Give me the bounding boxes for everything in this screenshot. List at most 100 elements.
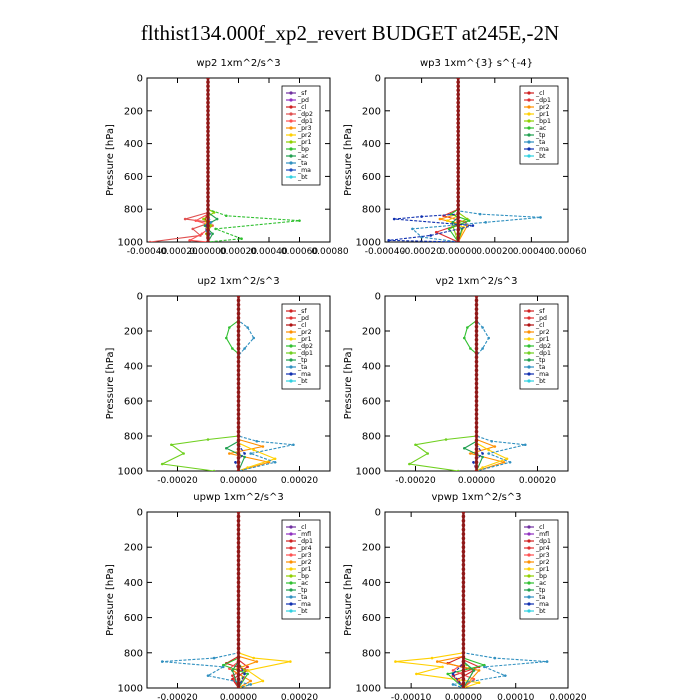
data-point-pr1 [445,219,449,222]
legend-label: _ta [297,594,308,601]
data-point-dp2 [225,336,228,340]
legend-label: _tp [297,587,308,594]
data-point-ta [484,221,487,224]
series-line-ta [411,78,541,242]
legend-marker [289,532,293,536]
series-line-dp1 [407,296,478,471]
legend-marker [527,147,531,151]
legend: _cl_dp1_pr2_pr1_bp1_ac_tp_ta_ma_bt [519,85,559,165]
data-point-ta [483,665,486,669]
legend-label: _pr2 [535,329,550,336]
legend-marker [289,98,293,102]
legend-label: _cl [297,524,306,531]
y-tick-label: 400 [362,362,381,373]
data-point-ta [292,443,295,447]
data-point-dp1 [231,677,234,681]
y-tick-label: 400 [362,578,381,589]
legend-label: _ma [535,371,549,378]
legend-label: _dp1 [297,118,313,125]
legend-marker [527,553,531,557]
series-line-ta [475,296,526,471]
legend-marker [289,372,293,376]
data-point-pr1 [246,669,249,672]
x-tick-label: -0.00020 [157,693,198,700]
data-point-pr1 [394,660,397,663]
data-point-ta [451,683,455,686]
data-point-ac [215,217,219,221]
legend-label: _ta [535,594,546,601]
x-tick-label: 0.00080 [311,247,348,257]
data-point-pr1 [212,211,216,214]
legend-marker [527,602,531,606]
data-point-ma [429,234,433,237]
legend-label: _ma [535,146,549,153]
data-point-pr2 [249,679,252,683]
data-point-dp2 [183,217,187,221]
legend-marker [289,595,293,599]
legend-label: _pr3 [535,552,550,559]
data-point-pr2 [438,217,442,221]
data-point-pr2 [502,460,506,464]
data-point-ac [246,672,249,676]
y-tick-label: 400 [124,362,143,373]
legend-label: _cl [535,322,544,329]
data-point-dp1 [206,438,210,441]
y-axis-label: Pressure [hPa] [343,564,354,636]
chart-panel-4: vp2 1xm^2/s^3 Pressure [hPa] 0 200 400 600 800… [343,276,569,486]
legend-marker [289,147,293,151]
data-point-ta [273,460,277,464]
legend-marker [527,539,531,543]
legend-label: _dp1 [535,97,551,104]
data-point-pr2 [435,660,439,663]
series-line-pr2 [229,296,270,471]
legend-marker [527,154,531,158]
legend-marker [527,330,531,334]
y-tick-label: 800 [362,205,381,216]
series-line-ma [237,512,246,688]
data-point-dp1 [188,239,191,242]
data-point-pr1 [487,448,491,452]
data-point-ma [471,224,475,227]
data-point-ac [211,232,214,236]
data-point-ta [221,665,225,669]
legend-marker [527,574,531,578]
y-tick-label: 1000 [356,467,381,478]
chart-title: vp2 1xm^2/s^3 [436,276,518,287]
legend-label: _ma [535,601,549,608]
legend-label: _ma [297,167,311,174]
legend-marker [289,365,293,369]
data-point-ma [243,672,246,676]
series-group [394,512,549,688]
data-point-pr1 [441,665,444,669]
legend-marker [527,358,531,362]
legend-marker [527,112,531,116]
x-tick-label: 0.00000 [440,247,477,257]
y-tick-label: 200 [124,106,143,117]
legend-marker [527,337,531,341]
legend-marker [289,323,293,327]
x-tick-label: 0.00000 [220,476,257,486]
data-point-bp [214,227,217,231]
data-point-ac [467,219,471,222]
data-point-dp2 [191,227,195,231]
legend-label: _cl [297,104,306,111]
legend-marker [527,126,531,130]
legend-label: _bt [297,174,308,181]
legend-box [281,519,321,620]
data-point-ma [243,452,246,455]
x-tick-label: 0.00010 [497,693,534,700]
y-tick-label: 200 [362,327,381,338]
x-tick-label: 0.00020 [549,693,586,700]
legend-marker [289,337,293,341]
data-point-ma [234,460,237,464]
chart-title: upwp 1xm^2/s^3 [193,492,283,503]
data-point-pr2 [493,445,497,448]
y-tick-label: 0 [375,508,381,519]
y-tick-label: 200 [362,106,381,117]
legend-label: _tp [535,587,546,594]
legend-label: _dp1 [535,538,551,545]
legend-marker [289,133,293,137]
data-point-dp1 [182,452,185,455]
data-point-pr1 [505,457,509,461]
y-tick-label: 600 [362,172,381,183]
